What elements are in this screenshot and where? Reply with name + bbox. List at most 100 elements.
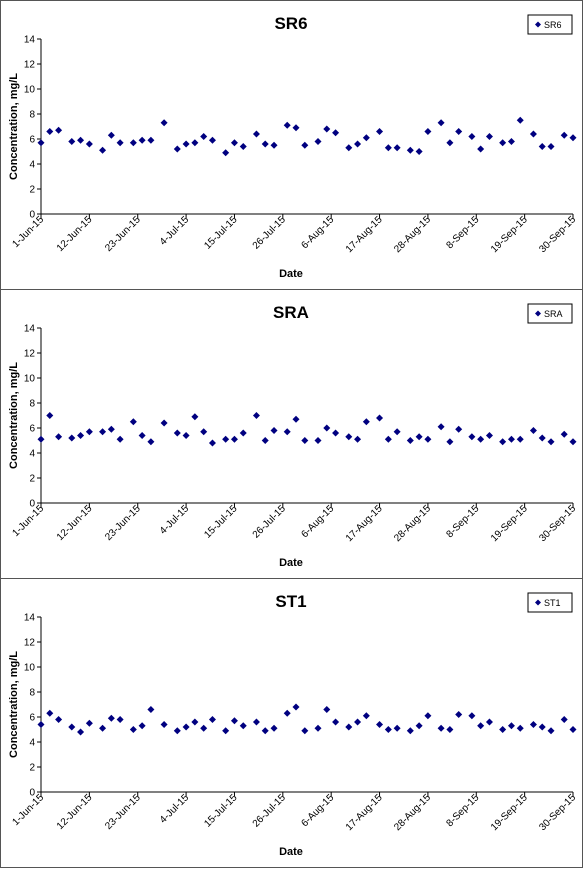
data-point bbox=[354, 140, 362, 148]
x-axis-label: Date bbox=[279, 268, 303, 280]
legend-box bbox=[527, 303, 573, 324]
data-point bbox=[68, 138, 76, 145]
data-point bbox=[99, 724, 107, 732]
data-point bbox=[99, 146, 107, 154]
y-tick-label: 10 bbox=[24, 85, 36, 96]
data-point bbox=[77, 728, 85, 736]
data-point bbox=[182, 432, 190, 439]
data-point bbox=[345, 433, 353, 441]
data-point bbox=[138, 432, 146, 439]
data-point bbox=[239, 143, 247, 150]
data-point bbox=[301, 437, 309, 444]
x-tick-label: 12-Jun-15 bbox=[55, 503, 95, 543]
data-point bbox=[569, 726, 577, 733]
data-point bbox=[85, 140, 93, 148]
x-tick-label: 17-Aug-15 bbox=[344, 503, 385, 544]
data-point bbox=[37, 435, 45, 443]
data-point bbox=[283, 121, 291, 129]
data-point bbox=[138, 722, 146, 730]
data-point bbox=[547, 438, 555, 446]
x-tick-label: 8-Sep-15 bbox=[445, 503, 482, 540]
chart-title: SR6 bbox=[274, 14, 307, 33]
legend: ST1 bbox=[527, 592, 573, 613]
data-point bbox=[85, 719, 93, 727]
legend-marker bbox=[535, 599, 541, 606]
x-tick-label: 28-Aug-15 bbox=[392, 503, 433, 544]
data-point bbox=[516, 724, 524, 732]
data-point bbox=[332, 129, 340, 137]
y-tick-label: 2 bbox=[29, 185, 35, 196]
x-tick-label: 23-Jun-15 bbox=[103, 792, 143, 832]
data-point bbox=[55, 126, 63, 134]
y-tick-label: 14 bbox=[24, 35, 36, 46]
data-point bbox=[560, 430, 568, 438]
data-point bbox=[455, 711, 463, 718]
data-point bbox=[283, 709, 291, 717]
data-point bbox=[507, 138, 515, 145]
x-tick-label: 19-Sep-15 bbox=[489, 792, 530, 833]
data-point bbox=[323, 125, 331, 133]
data-point bbox=[208, 136, 216, 144]
data-point bbox=[173, 145, 181, 153]
data-point bbox=[55, 433, 63, 441]
data-point bbox=[200, 724, 208, 732]
data-point bbox=[345, 723, 353, 731]
x-tick-label: 8-Sep-15 bbox=[445, 792, 482, 829]
y-tick-label: 10 bbox=[24, 663, 36, 674]
data-point bbox=[538, 143, 546, 150]
chart-sra: SRA 0 2 4 6 8 10 12 14 1-Jun-15 12-Jun-15 23-Jun-15… bbox=[8, 303, 578, 569]
y-tick-label: 8 bbox=[29, 688, 35, 699]
data-point bbox=[239, 429, 247, 437]
x-axis-label: Date bbox=[279, 846, 303, 858]
chart-panel-sr6: SR6 0 2 4 6 8 10 12 14 1-Jun-15 12-Jun-15 23-Jun-15… bbox=[0, 0, 583, 290]
data-point bbox=[354, 435, 362, 443]
data-point bbox=[68, 723, 76, 731]
data-point bbox=[239, 722, 247, 730]
data-point bbox=[160, 119, 168, 127]
x-tick-label: 30-Sep-15 bbox=[537, 792, 578, 833]
x-tick-label: 6-Aug-15 bbox=[299, 792, 336, 829]
data-point bbox=[424, 712, 432, 720]
x-tick-label: 19-Sep-15 bbox=[489, 503, 530, 544]
data-point bbox=[499, 139, 507, 147]
x-tick-label: 8-Sep-15 bbox=[445, 214, 482, 251]
x-tick-label: 26-Jul-15 bbox=[251, 792, 289, 830]
data-point bbox=[37, 139, 45, 147]
data-point bbox=[560, 131, 568, 139]
data-point bbox=[393, 428, 401, 436]
x-tick-label: 23-Jun-15 bbox=[103, 214, 143, 254]
data-point bbox=[538, 723, 546, 731]
data-point bbox=[314, 437, 322, 444]
data-point bbox=[415, 148, 423, 155]
data-point bbox=[529, 721, 537, 728]
data-point bbox=[332, 429, 340, 437]
y-tick-label: 14 bbox=[24, 324, 36, 335]
legend: SR6 bbox=[527, 14, 573, 35]
data-point bbox=[354, 718, 362, 726]
data-point bbox=[292, 124, 300, 132]
data-point bbox=[46, 709, 54, 717]
data-point bbox=[191, 139, 199, 147]
y-axis-label: Concentration, mg/L bbox=[8, 651, 20, 758]
chart-panel-sra: SRA 0 2 4 6 8 10 12 14 1-Jun-15 12-Jun-15 23-Jun-15… bbox=[0, 289, 583, 579]
data-point bbox=[499, 726, 507, 733]
y-tick-label: 6 bbox=[29, 424, 35, 435]
data-point bbox=[116, 139, 124, 147]
data-point bbox=[446, 438, 454, 446]
x-tick-label: 23-Jun-15 bbox=[103, 503, 143, 543]
data-point bbox=[270, 141, 278, 149]
data-point bbox=[200, 428, 208, 436]
data-point bbox=[160, 419, 168, 427]
y-tick-label: 6 bbox=[29, 135, 35, 146]
data-point bbox=[376, 721, 384, 728]
legend-label: ST1 bbox=[544, 598, 561, 608]
x-tick-label: 4-Jul-15 bbox=[158, 792, 192, 826]
data-point bbox=[301, 141, 309, 149]
data-point bbox=[376, 414, 384, 422]
data-point bbox=[208, 439, 216, 447]
x-tick-label: 26-Jul-15 bbox=[251, 503, 289, 541]
data-point bbox=[485, 718, 493, 726]
data-point bbox=[208, 716, 216, 723]
data-point bbox=[393, 724, 401, 732]
data-point bbox=[77, 432, 85, 439]
